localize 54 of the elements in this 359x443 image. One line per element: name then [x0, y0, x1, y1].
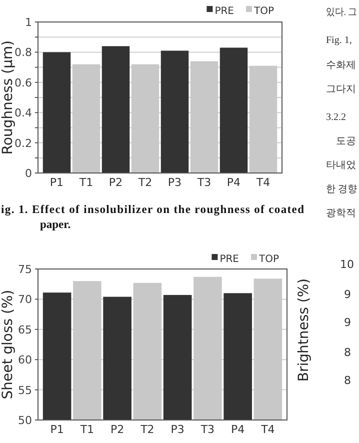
- y-tick-label: 0: [25, 167, 32, 180]
- text: 한 경향: [326, 184, 358, 195]
- bar: [160, 50, 189, 173]
- text: 수화제: [326, 60, 356, 71]
- x-tick-label: P3: [170, 423, 184, 436]
- x-tick-label: P4: [226, 176, 241, 189]
- bar: [102, 46, 130, 173]
- text: 8: [344, 346, 351, 359]
- y-tick-label: 70: [18, 293, 32, 306]
- text: 8: [344, 374, 351, 387]
- x-tick-label: T4: [255, 176, 270, 189]
- legend-label: PRE: [220, 254, 239, 265]
- x-tick-label: P2: [108, 176, 123, 189]
- x-tick-label: T3: [196, 176, 212, 189]
- bar: [42, 52, 71, 173]
- y-tick-label: 1: [25, 16, 32, 29]
- y-tick-label: 55: [18, 384, 32, 397]
- x-tick-label: P1: [50, 176, 64, 189]
- bar: [220, 48, 248, 173]
- text: ig. 1. Effect of insolubilizer on the roughness of coated paper.: [1, 204, 305, 231]
- x-tick-label: P3: [168, 176, 182, 189]
- y-tick-label: 0.2: [14, 136, 32, 150]
- text: 10: [340, 258, 354, 271]
- text: 광학적: [326, 208, 356, 219]
- x-tick-label: P1: [50, 423, 64, 436]
- y-tick-label: 0.6: [14, 76, 32, 90]
- legend-label: TOP: [258, 254, 279, 265]
- y-axis-title: Sheet gloss (%): [0, 290, 16, 400]
- text: 9: [344, 288, 351, 301]
- x-tick-label: P2: [110, 423, 124, 436]
- text: 3.2.2: [326, 112, 346, 123]
- x-tick-label: T1: [79, 423, 94, 436]
- text: 있다. 그: [326, 7, 359, 18]
- x-tick-label: T2: [140, 423, 154, 436]
- y-tick-label: 50: [18, 414, 32, 427]
- x-tick-label: T1: [78, 176, 94, 189]
- text: Brightness (%): [296, 278, 312, 382]
- y-tick-label: 0.8: [14, 46, 32, 60]
- y-tick-label: 75: [18, 263, 32, 276]
- text: 타내었: [326, 160, 356, 171]
- text: 도공: [336, 136, 356, 147]
- x-tick-label: T2: [137, 176, 152, 189]
- y-tick-label: 0.4: [14, 106, 32, 120]
- legend-label: PRE: [214, 6, 234, 17]
- text: 그다지: [326, 84, 356, 95]
- x-tick-label: T3: [200, 423, 215, 436]
- y-tick-label: 60: [18, 354, 32, 367]
- x-tick-label: T4: [260, 423, 275, 436]
- text: 9: [344, 316, 351, 329]
- x-tick-label: P4: [230, 423, 245, 436]
- caption: Fig. 1,: [326, 35, 352, 46]
- y-tick-label: 65: [18, 323, 32, 336]
- legend-label: TOP: [252, 6, 274, 17]
- y-axis-title: Roughness (μm): [0, 40, 16, 155]
